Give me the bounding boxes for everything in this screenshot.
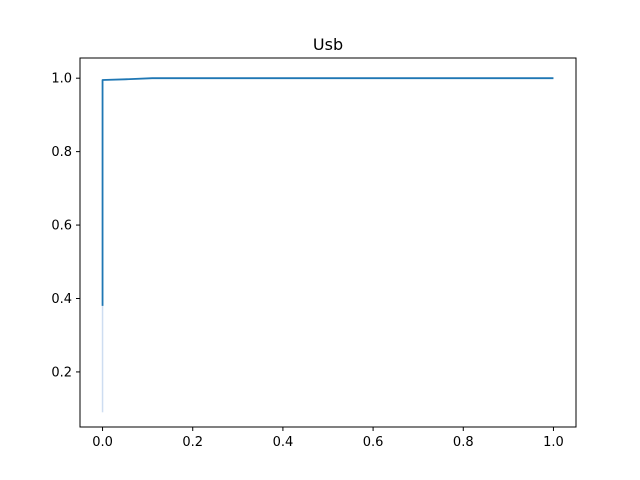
x-tick-label: 1.0 [543,435,564,450]
plot-frame [79,57,577,428]
y-tick-label: 0.6 [51,219,72,234]
y-tick-label: 0.2 [51,365,72,380]
series-line-0 [101,77,554,306]
y-tick-label: 0.4 [51,292,72,307]
x-tick-label: 0.8 [453,435,474,450]
y-tick-label: 1.0 [51,72,72,87]
y-tick-label: 0.8 [51,145,72,160]
chart-title: Usb [313,35,343,54]
x-tick-label: 0.4 [273,435,294,450]
x-tick-label: 0.0 [92,435,113,450]
x-tick-label: 0.2 [182,435,203,450]
x-tick-label: 0.6 [363,435,384,450]
